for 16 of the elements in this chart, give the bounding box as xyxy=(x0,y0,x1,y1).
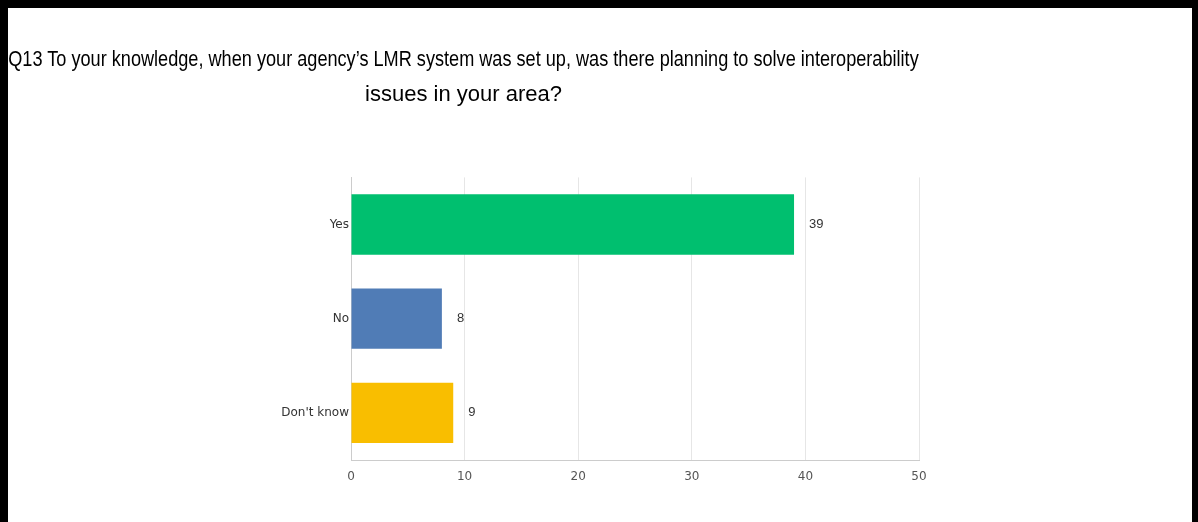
y-tick-label: Yes xyxy=(328,216,349,231)
data-label: 9 xyxy=(468,404,476,420)
chart-title: Q13 To your knowledge, when your agency’s LMR system was set up, was there planning to solve interoperability issues in your area? xyxy=(8,46,920,106)
x-tick-label: 30 xyxy=(684,469,700,484)
bar xyxy=(351,288,442,349)
data-label: 39 xyxy=(809,216,824,232)
x-tick-label: 40 xyxy=(797,469,814,484)
y-tick-label: No xyxy=(332,310,349,325)
x-tick-label: 50 xyxy=(911,469,927,484)
x-tick-label: 10 xyxy=(456,469,473,484)
x-tick-label: 0 xyxy=(347,469,355,484)
x-tick-label: 20 xyxy=(570,469,586,484)
data-label: 8 xyxy=(456,310,465,326)
bar xyxy=(351,382,454,444)
bar xyxy=(351,194,795,255)
y-tick-label: Don't know xyxy=(281,405,350,420)
